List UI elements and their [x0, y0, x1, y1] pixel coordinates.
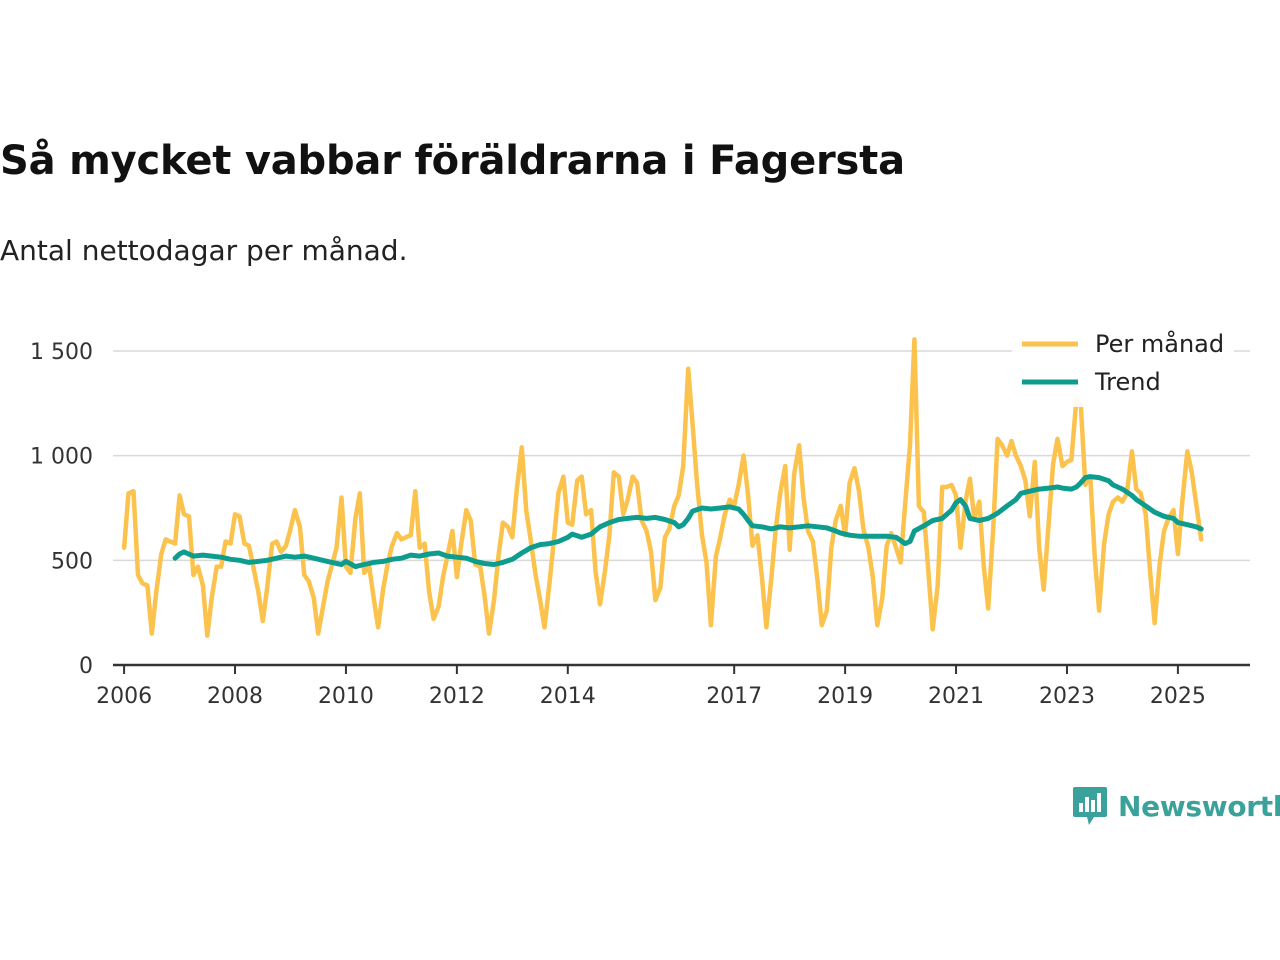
x-axis-ticks: 2006 2008 2010 2012 2014 2017 2019 2021 2023 2025	[96, 665, 1206, 709]
y-tick-label-1000: 1 000	[30, 445, 93, 470]
y-tick-label-500: 500	[51, 549, 93, 574]
x-tick-label-2025: 2025	[1150, 684, 1206, 709]
x-tick-label-2021: 2021	[928, 684, 984, 709]
x-tick-label-2012: 2012	[429, 684, 485, 709]
newsworthy-logo: Newsworthy	[1072, 785, 1280, 827]
y-tick-label-1500: 1 500	[30, 340, 93, 365]
chart-subtitle: Antal nettodagar per månad.	[0, 234, 408, 267]
legend: Per månad Trend	[1012, 325, 1234, 407]
newsworthy-brand-name: Newsworthy	[1118, 789, 1280, 823]
y-axis-ticks: 0 500 1 000 1 500	[30, 340, 93, 679]
series-line-per-manad	[121, 337, 1204, 638]
x-tick-label-2006: 2006	[96, 684, 152, 709]
x-tick-label-2014: 2014	[540, 684, 596, 709]
x-tick-label-2023: 2023	[1039, 684, 1095, 709]
legend-background	[1012, 325, 1234, 407]
x-tick-label-2010: 2010	[318, 684, 374, 709]
legend-label-1: Trend	[1094, 368, 1161, 396]
x-tick-label-2019: 2019	[817, 684, 873, 709]
series-line-trend	[172, 474, 1204, 570]
newsworthy-logo-icon	[1073, 787, 1107, 825]
series-lines	[121, 337, 1204, 638]
chart-title: Så mycket vabbar föräldrarna i Fagersta	[0, 138, 905, 184]
legend-label-0: Per månad	[1095, 329, 1224, 358]
x-tick-label-2017: 2017	[706, 684, 762, 709]
x-tick-label-2008: 2008	[207, 684, 263, 709]
y-tick-label-0: 0	[79, 654, 93, 679]
